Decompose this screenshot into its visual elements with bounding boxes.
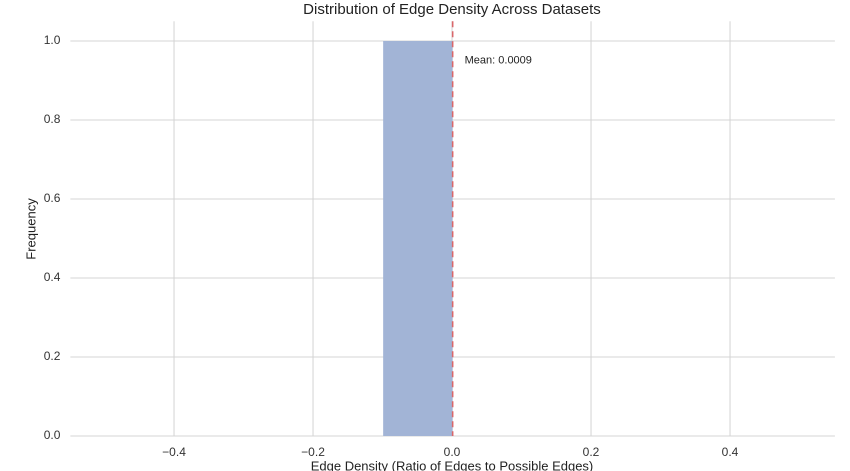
- x-tick-label: −0.2: [301, 445, 325, 459]
- x-axis-label: Edge Density (Ratio of Edges to Possible…: [311, 458, 594, 471]
- annotation: Mean: 0.0009: [465, 55, 532, 67]
- y-tick-label: 0.0: [44, 428, 61, 442]
- x-tick-label: 0.2: [583, 445, 600, 459]
- chart-title: Distribution of Edge Density Across Data…: [303, 1, 601, 18]
- bar: [383, 41, 453, 436]
- y-tick-label: 0.8: [44, 112, 61, 126]
- x-tick-label: 0.0: [444, 445, 461, 459]
- y-axis-label: Frequency: [23, 198, 38, 260]
- y-tick-label: 0.2: [44, 349, 61, 363]
- y-tick-label: 0.4: [44, 270, 61, 284]
- x-tick-label: 0.4: [722, 445, 739, 459]
- y-tick-label: 0.6: [44, 191, 61, 205]
- x-tick-label: −0.4: [162, 445, 186, 459]
- y-tick-label: 1.0: [44, 33, 61, 47]
